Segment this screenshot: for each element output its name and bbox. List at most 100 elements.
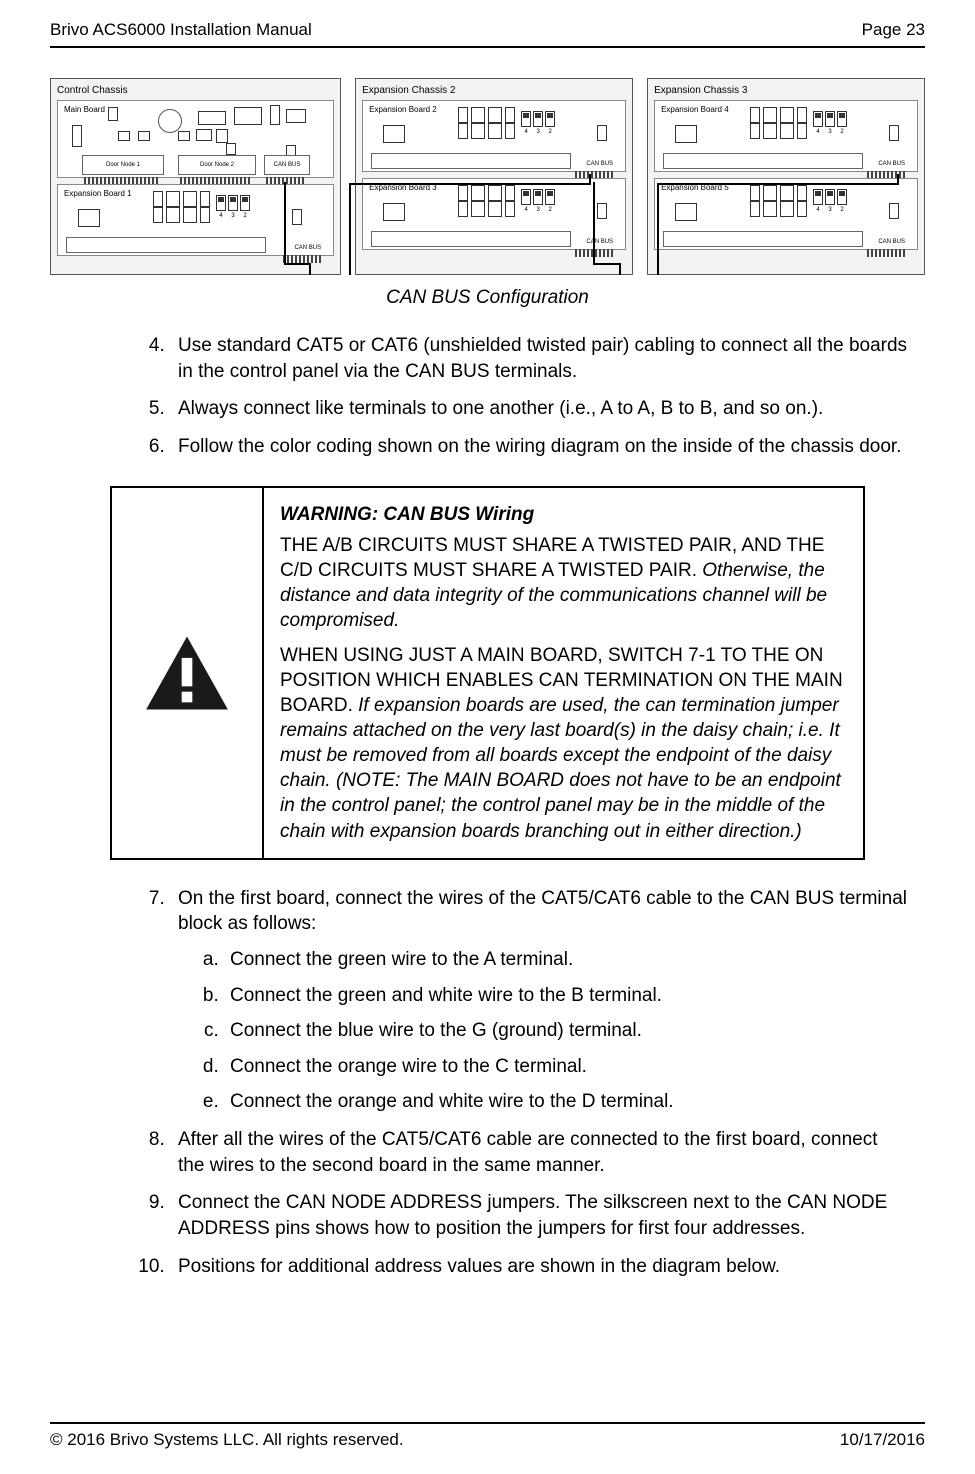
- component-icon: [797, 123, 807, 139]
- component-icon: [471, 201, 485, 217]
- component-icon: [780, 185, 794, 201]
- warning-icon-cell: [112, 488, 264, 858]
- dip-switches: 4 3 2: [521, 189, 555, 205]
- component-icon: [234, 107, 262, 125]
- component-icon: [138, 131, 150, 141]
- expansion-board-3-label: Expansion Board 3: [369, 183, 437, 192]
- step-9: Connect the CAN NODE ADDRESS jumpers. Th…: [170, 1190, 909, 1241]
- expansion-board-4-label: Expansion Board 4: [661, 105, 729, 114]
- exp4-canbus-label: CAN BUS: [878, 161, 905, 167]
- expansion-board-4: Expansion Board 4 4 3 2 CAN BUS: [654, 100, 918, 172]
- pins-icon: [867, 249, 907, 257]
- door-node-1: Door Node 1: [82, 155, 164, 175]
- component-icon: [675, 125, 697, 143]
- component-icon: [383, 125, 405, 143]
- component-icon: [750, 123, 760, 139]
- step-8: After all the wires of the CAT5/CAT6 cab…: [170, 1127, 909, 1178]
- dip-label: 3: [534, 207, 542, 213]
- component-icon: [458, 185, 468, 201]
- page: Brivo ACS6000 Installation Manual Page 2…: [0, 0, 975, 1474]
- step-10: Positions for additional address values …: [170, 1254, 909, 1280]
- main-canbus-label: CAN BUS: [274, 162, 301, 168]
- component-icon: [675, 203, 697, 221]
- component-icon: [458, 107, 468, 123]
- component-icon: [471, 107, 485, 123]
- component-icon: [458, 201, 468, 217]
- pins-icon: [575, 249, 615, 257]
- expansion-chassis-3-title: Expansion Chassis 3: [654, 85, 918, 96]
- warning-p2: WHEN USING JUST A MAIN BOARD, SWITCH 7-1…: [280, 643, 847, 844]
- component-icon: [196, 129, 212, 141]
- step-7c: Connect the blue wire to the G (ground) …: [224, 1018, 909, 1044]
- step-7-sublist: Connect the green wire to the A terminal…: [178, 947, 909, 1115]
- component-icon: [797, 107, 807, 123]
- component-icon: [889, 203, 899, 219]
- component-icon: [797, 201, 807, 217]
- component-icon: [158, 109, 182, 133]
- component-icon: [505, 201, 515, 217]
- steps-7-10: On the first board, connect the wires of…: [50, 886, 909, 1280]
- component-icon: [166, 191, 180, 207]
- terminal-strip: [663, 231, 863, 247]
- dip-switches: 4 3 2: [813, 111, 847, 127]
- component-icon: [153, 207, 163, 223]
- step-7e: Connect the orange and white wire to the…: [224, 1089, 909, 1115]
- component-icon: [505, 107, 515, 123]
- expansion-chassis-3: Expansion Chassis 3 Expansion Board 4 4 …: [647, 78, 925, 275]
- expansion-board-3: Expansion Board 3 4 3 2 CAN BUS: [362, 178, 626, 250]
- component-icon: [889, 125, 899, 141]
- component-icon: [488, 201, 502, 217]
- component-icon: [183, 191, 197, 207]
- step-7b: Connect the green and white wire to the …: [224, 983, 909, 1009]
- component-icon: [72, 125, 82, 147]
- step-7d: Connect the orange wire to the C termina…: [224, 1054, 909, 1080]
- component-icon: [153, 191, 163, 207]
- component-icon: [471, 185, 485, 201]
- dip-label: 3: [826, 129, 834, 135]
- component-icon: [216, 129, 228, 143]
- main-board: Main Board Door Node 1 Door Node 2: [57, 100, 334, 178]
- control-chassis-title: Control Chassis: [57, 85, 334, 96]
- component-icon: [458, 123, 468, 139]
- pins-icon: [283, 255, 323, 263]
- component-icon: [797, 185, 807, 201]
- component-icon: [200, 191, 210, 207]
- dip-label: 3: [534, 129, 542, 135]
- door-node-1-label: Door Node 1: [106, 162, 140, 168]
- terminal-strip: [371, 231, 571, 247]
- dip-label: 3: [229, 213, 237, 219]
- component-icon: [597, 203, 607, 219]
- dip-label: 4: [217, 213, 225, 219]
- step-6: Follow the color coding shown on the wir…: [170, 434, 909, 460]
- dip-switches: 4 3 2: [521, 111, 555, 127]
- exp3-canbus-label: CAN BUS: [586, 239, 613, 245]
- dip-label: 2: [838, 207, 846, 213]
- step-7-lead: On the first board, connect the wires of…: [178, 888, 907, 935]
- footer-date: 10/17/2016: [840, 1430, 925, 1450]
- door-node-2-label: Door Node 2: [200, 162, 234, 168]
- steps-4-6: Use standard CAT5 or CAT6 (unshielded tw…: [50, 333, 909, 460]
- expansion-board-1: Expansion Board 1 4 3 2 CAN BUS: [57, 184, 334, 256]
- expansion-chassis-2: Expansion Chassis 2 Expansion Board 2 4 …: [355, 78, 633, 275]
- warning-p1: THE A/B CIRCUITS MUST SHARE A TWISTED PA…: [280, 533, 847, 633]
- expansion-chassis-2-title: Expansion Chassis 2: [362, 85, 626, 96]
- component-icon: [763, 201, 777, 217]
- component-icon: [383, 203, 405, 221]
- warning-icon: [142, 633, 232, 713]
- component-icon: [488, 107, 502, 123]
- control-chassis: Control Chassis Main Board Door Node 1: [50, 78, 341, 275]
- exp2-canbus-label: CAN BUS: [586, 161, 613, 167]
- step-7a: Connect the green wire to the A terminal…: [224, 947, 909, 973]
- component-icon: [118, 131, 130, 141]
- expansion-board-2-label: Expansion Board 2: [369, 105, 437, 114]
- component-icon: [597, 125, 607, 141]
- component-icon: [286, 109, 306, 123]
- component-icon: [505, 123, 515, 139]
- terminal-strip: [663, 153, 863, 169]
- terminal-strip: [371, 153, 571, 169]
- header-title: Brivo ACS6000 Installation Manual: [50, 20, 312, 40]
- dip-label: 2: [241, 213, 249, 219]
- dip-label: 3: [826, 207, 834, 213]
- dip-label: 2: [546, 129, 554, 135]
- component-icon: [292, 209, 302, 225]
